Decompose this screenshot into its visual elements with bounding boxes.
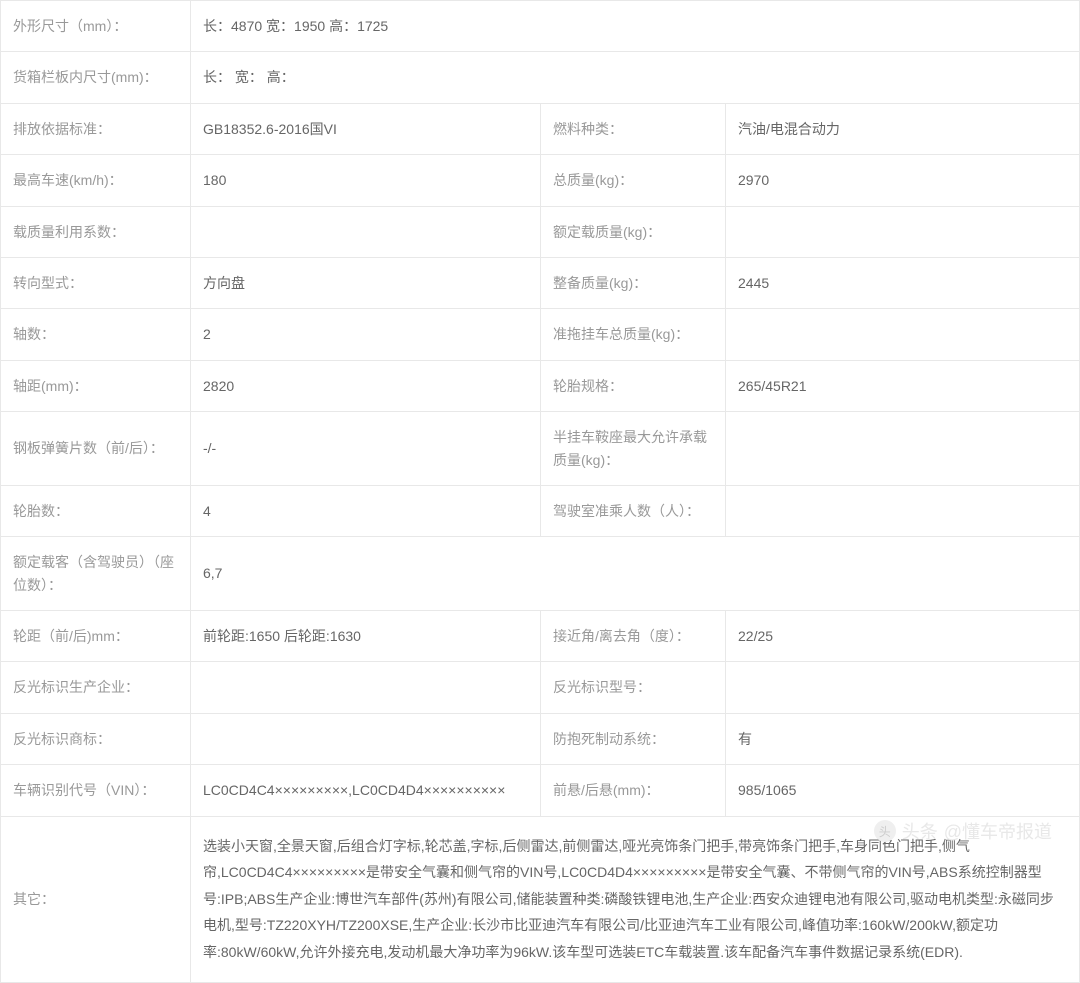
- table-row: 钢板弹簧片数（前/后）：-/-半挂车鞍座最大允许承载质量(kg)：: [1, 412, 1080, 486]
- spec-label: 反光标识型号：: [541, 662, 726, 713]
- spec-label: 车辆识别代号（VIN）：: [1, 765, 191, 816]
- spec-value: [726, 486, 1080, 537]
- table-row: 车辆识别代号（VIN）：LC0CD4C4×××××××××,LC0CD4D4××…: [1, 765, 1080, 816]
- spec-label: 额定载客（含驾驶员）（座位数）：: [1, 537, 191, 611]
- spec-value: [191, 714, 541, 765]
- spec-value: 选装小天窗,全景天窗,后组合灯字标,轮芯盖,字标,后侧雷达,前侧雷达,哑光亮饰条…: [191, 817, 1080, 983]
- spec-label: 载质量利用系数：: [1, 207, 191, 258]
- spec-label: 接近角/离去角（度）：: [541, 611, 726, 662]
- spec-value: 长： 宽： 高：: [191, 52, 1080, 103]
- spec-label: 反光标识生产企业：: [1, 662, 191, 713]
- table-row: 最高车速(km/h)：180总质量(kg)：2970: [1, 155, 1080, 206]
- table-row: 额定载客（含驾驶员）（座位数）：6,7: [1, 537, 1080, 611]
- spec-label: 整备质量(kg)：: [541, 258, 726, 309]
- spec-value: [726, 207, 1080, 258]
- spec-value: [726, 309, 1080, 360]
- spec-value: LC0CD4C4×××××××××,LC0CD4D4××××××××××: [191, 765, 541, 816]
- table-row: 排放依据标准：GB18352.6-2016国VI燃料种类：汽油/电混合动力: [1, 104, 1080, 155]
- spec-label: 驾驶室准乘人数（人）：: [541, 486, 726, 537]
- spec-value: -/-: [191, 412, 541, 486]
- spec-value: 22/25: [726, 611, 1080, 662]
- spec-label: 货箱栏板内尺寸(mm)：: [1, 52, 191, 103]
- spec-value: 2445: [726, 258, 1080, 309]
- table-row: 轮距（前/后)mm：前轮距:1650 后轮距:1630接近角/离去角（度）：22…: [1, 611, 1080, 662]
- table-row: 载质量利用系数： 额定载质量(kg)：: [1, 207, 1080, 258]
- spec-value: 265/45R21: [726, 361, 1080, 412]
- spec-label: 燃料种类：: [541, 104, 726, 155]
- spec-label: 总质量(kg)：: [541, 155, 726, 206]
- spec-label: 半挂车鞍座最大允许承载质量(kg)：: [541, 412, 726, 486]
- spec-label: 前悬/后悬(mm)：: [541, 765, 726, 816]
- spec-table: 外形尺寸（mm）：长：4870 宽：1950 高：1725货箱栏板内尺寸(mm)…: [0, 0, 1080, 983]
- table-row: 轴距(mm)：2820轮胎规格：265/45R21: [1, 361, 1080, 412]
- spec-value: 2820: [191, 361, 541, 412]
- spec-label: 轮胎规格：: [541, 361, 726, 412]
- spec-label: 转向型式：: [1, 258, 191, 309]
- spec-label: 反光标识商标：: [1, 714, 191, 765]
- spec-label: 外形尺寸（mm）：: [1, 1, 191, 52]
- spec-label: 准拖挂车总质量(kg)：: [541, 309, 726, 360]
- table-row: 货箱栏板内尺寸(mm)：长： 宽： 高：: [1, 52, 1080, 103]
- spec-label: 额定载质量(kg)：: [541, 207, 726, 258]
- spec-value: 2: [191, 309, 541, 360]
- spec-value: 2970: [726, 155, 1080, 206]
- table-row: 反光标识生产企业： 反光标识型号：: [1, 662, 1080, 713]
- spec-value: 180: [191, 155, 541, 206]
- spec-value: 6,7: [191, 537, 1080, 611]
- table-row: 轮胎数：4驾驶室准乘人数（人）：: [1, 486, 1080, 537]
- table-row: 外形尺寸（mm）：长：4870 宽：1950 高：1725: [1, 1, 1080, 52]
- spec-label: 其它：: [1, 817, 191, 983]
- spec-value: 有: [726, 714, 1080, 765]
- spec-label: 排放依据标准：: [1, 104, 191, 155]
- spec-value: 方向盘: [191, 258, 541, 309]
- spec-value: 长：4870 宽：1950 高：1725: [191, 1, 1080, 52]
- spec-value: [191, 207, 541, 258]
- table-row: 其它：选装小天窗,全景天窗,后组合灯字标,轮芯盖,字标,后侧雷达,前侧雷达,哑光…: [1, 817, 1080, 983]
- spec-value: 前轮距:1650 后轮距:1630: [191, 611, 541, 662]
- spec-label: 轴数：: [1, 309, 191, 360]
- spec-value: GB18352.6-2016国VI: [191, 104, 541, 155]
- table-row: 反光标识商标： 防抱死制动系统：有: [1, 714, 1080, 765]
- spec-value: 汽油/电混合动力: [726, 104, 1080, 155]
- spec-value: 4: [191, 486, 541, 537]
- spec-label: 轮胎数：: [1, 486, 191, 537]
- spec-value: [191, 662, 541, 713]
- spec-value: [726, 662, 1080, 713]
- spec-label: 最高车速(km/h)：: [1, 155, 191, 206]
- spec-value: [726, 412, 1080, 486]
- spec-label: 轴距(mm)：: [1, 361, 191, 412]
- spec-value: 985/1065: [726, 765, 1080, 816]
- spec-label: 钢板弹簧片数（前/后）：: [1, 412, 191, 486]
- table-row: 转向型式：方向盘整备质量(kg)：2445: [1, 258, 1080, 309]
- spec-label: 防抱死制动系统：: [541, 714, 726, 765]
- table-row: 轴数：2准拖挂车总质量(kg)：: [1, 309, 1080, 360]
- spec-label: 轮距（前/后)mm：: [1, 611, 191, 662]
